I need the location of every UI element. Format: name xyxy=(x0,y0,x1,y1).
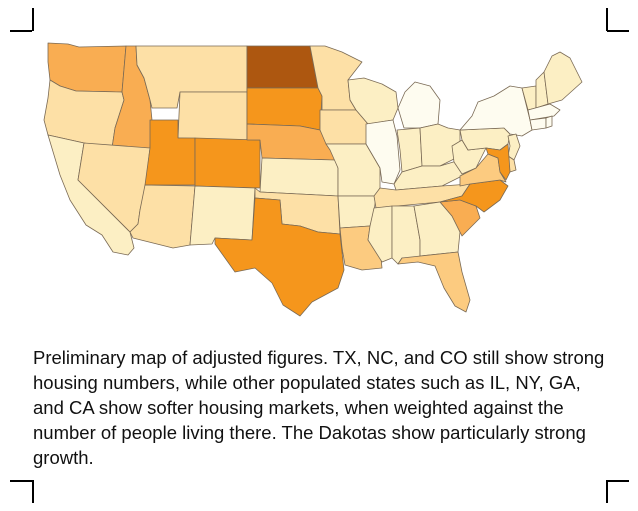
state-NM xyxy=(189,185,256,246)
state-KS xyxy=(259,157,339,197)
crop-mark-bottom-left-h xyxy=(10,480,32,482)
crop-mark-top-left-v xyxy=(32,8,34,31)
state-VA xyxy=(459,153,507,187)
crop-mark-top-right-v xyxy=(606,8,608,31)
state-NY xyxy=(459,85,533,137)
state-TX xyxy=(214,197,345,317)
state-WA xyxy=(47,42,127,93)
crop-mark-bottom-right-h xyxy=(607,480,629,482)
crop-mark-bottom-left-v xyxy=(32,480,34,503)
state-RI xyxy=(545,115,553,129)
state-PA xyxy=(459,127,511,151)
crop-mark-top-left-h xyxy=(10,30,32,32)
state-CO xyxy=(194,137,261,189)
state-SD xyxy=(246,87,323,131)
map-caption: Preliminary map of adjusted figures. TX,… xyxy=(33,347,605,468)
state-ME xyxy=(543,51,583,105)
state-MI xyxy=(397,81,441,129)
state-WY xyxy=(177,91,248,141)
state-IN xyxy=(396,127,423,173)
crop-mark-bottom-right-v xyxy=(606,480,608,503)
state-CT xyxy=(529,117,547,131)
state-MD xyxy=(485,143,511,181)
state-NJ xyxy=(507,133,521,161)
state-WI xyxy=(347,77,399,125)
state-FL xyxy=(397,251,471,313)
us-choropleth-map xyxy=(43,42,583,317)
state-NC xyxy=(439,179,509,213)
crop-mark-top-right-h xyxy=(607,30,629,32)
state-ND xyxy=(246,45,319,89)
